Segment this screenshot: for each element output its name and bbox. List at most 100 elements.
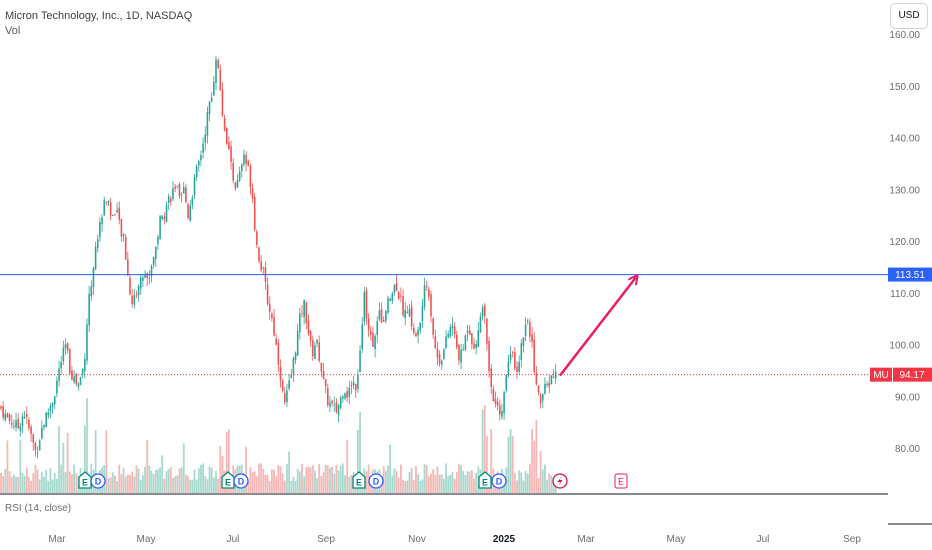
volume-bar (367, 464, 370, 493)
svg-text:113.51: 113.51 (895, 270, 925, 281)
candle-body (320, 362, 323, 372)
volume-bar (524, 470, 527, 493)
candle-body (262, 267, 265, 269)
candle-body (96, 239, 99, 248)
candle-body (36, 452, 39, 453)
volume-bar (303, 476, 306, 493)
volume-bar (94, 429, 97, 493)
candle-body (266, 284, 269, 304)
dividend-marker[interactable]: D (90, 473, 106, 489)
candle-body (339, 397, 342, 409)
volume-bar (137, 468, 140, 493)
volume-bar (249, 467, 252, 493)
volume-bar (30, 480, 32, 493)
candlesticks (0, 55, 557, 459)
candle-body (88, 293, 90, 326)
candle-body (492, 388, 495, 402)
candle-body (79, 376, 82, 385)
candle-body (305, 302, 308, 323)
candle-body (251, 188, 254, 199)
candle-body (56, 380, 58, 394)
volume-bar (541, 469, 544, 493)
y-tick-label: 150.00 (889, 82, 920, 93)
candle-body (546, 383, 548, 386)
candle-body (21, 416, 24, 427)
candle-body (148, 277, 151, 279)
currency-button[interactable]: USD (890, 3, 928, 29)
candle-body (193, 177, 196, 195)
candle-body (260, 261, 262, 271)
earnings-marker[interactable]: E (352, 471, 366, 489)
y-tick-label: 140.00 (889, 134, 920, 145)
svg-text:E: E (618, 477, 624, 487)
volume-bar (434, 474, 437, 493)
dividend-marker[interactable]: D (368, 473, 384, 489)
candle-body (391, 293, 394, 301)
candle-body (198, 161, 200, 166)
volume-bar (215, 471, 217, 493)
candle-body (243, 154, 245, 165)
volume-bar (13, 474, 15, 493)
candle-body (359, 350, 361, 373)
candle-body (204, 134, 207, 143)
candle-body (309, 330, 312, 341)
volume-bar (111, 472, 114, 493)
svg-text:MU: MU (873, 370, 889, 381)
candle-body (174, 186, 176, 189)
volume-bar (531, 429, 533, 493)
candle-body (84, 358, 86, 372)
volume-bar (53, 473, 56, 493)
level-price-tag: 113.51 (888, 267, 932, 282)
candle-body (526, 320, 529, 322)
candle-body (406, 311, 409, 314)
earnings-marker[interactable]: E (614, 473, 628, 489)
candle-body (105, 201, 108, 203)
candle-body (32, 434, 35, 443)
candle-body (206, 111, 209, 136)
candle-body (75, 374, 78, 384)
candle-body (215, 59, 217, 83)
candle-body (17, 418, 19, 429)
candle-body (191, 197, 194, 206)
candle-body (137, 286, 140, 296)
candle-body (458, 344, 460, 361)
candle-body (15, 420, 17, 428)
volume-bar (174, 476, 177, 493)
volume-bar (15, 476, 17, 493)
candle-body (471, 333, 473, 345)
candle-body (303, 299, 305, 317)
volume-bar (169, 467, 172, 493)
volume-bar (157, 469, 159, 493)
volume-bar (126, 474, 129, 493)
candle-body (468, 330, 471, 335)
volume-bar (163, 478, 166, 493)
volume-bar (453, 478, 456, 493)
svg-text:D: D (238, 477, 245, 487)
volume-bar (146, 439, 149, 493)
candle-body (509, 353, 512, 360)
split-marker-icon[interactable] (552, 473, 568, 489)
candle-body (69, 349, 71, 374)
volume-bar (266, 474, 269, 493)
candle-body (292, 357, 295, 374)
candle-body (189, 205, 191, 221)
dividend-marker[interactable]: D (233, 473, 249, 489)
volume-bar (176, 475, 179, 493)
volume-bar (210, 467, 213, 493)
volume-bar (159, 467, 161, 493)
candle-body (542, 393, 544, 401)
volume-bar (206, 479, 209, 493)
volume-bar (447, 476, 450, 493)
x-tick-label: May (667, 534, 686, 545)
dividend-marker[interactable]: D (491, 473, 507, 489)
candle-body (434, 336, 437, 348)
volume-bar (513, 472, 516, 493)
volume-bar (483, 405, 486, 493)
volume-bar (296, 468, 299, 493)
candle-body (90, 286, 93, 297)
earnings-marker[interactable]: E (478, 471, 492, 489)
candle-body (327, 387, 329, 406)
volume-bar (105, 430, 108, 493)
volume-label: Vol (5, 25, 21, 37)
